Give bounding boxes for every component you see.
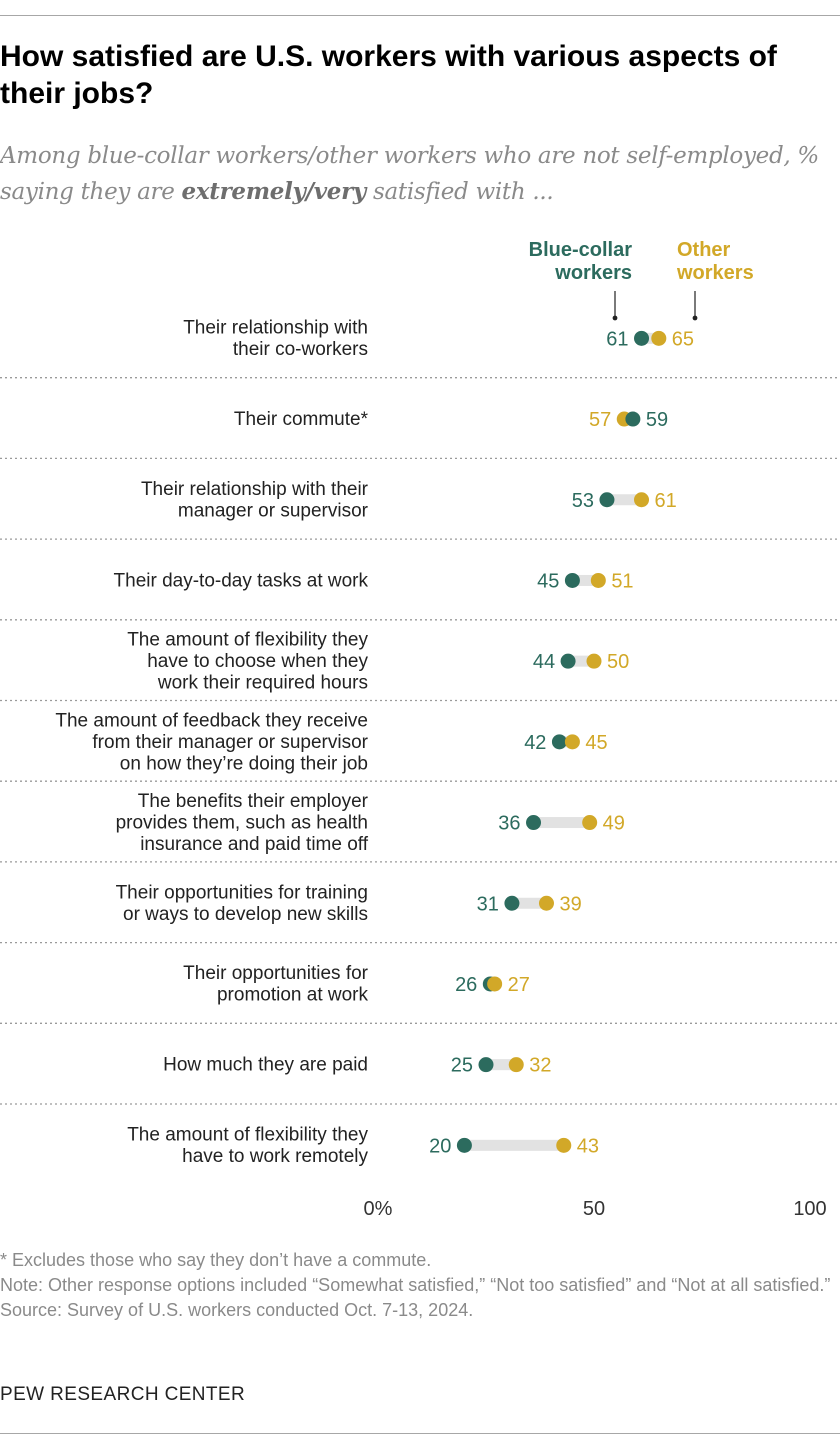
connector-bar [572, 574, 599, 586]
value-label-blue-collar: 61 [606, 328, 628, 350]
value-label-blue-collar: 25 [451, 1055, 473, 1077]
category-label: Their day-to-day tasks at work [114, 570, 369, 591]
connector-bar [486, 1059, 517, 1071]
dot-blue-collar [504, 895, 520, 911]
footnote: * Excludes those who say they don’t have… [0, 1250, 432, 1270]
dot-blue-collar [456, 1137, 472, 1153]
connector-bar [641, 332, 659, 344]
chart-notes: * Excludes those who say they don’t have… [0, 1248, 840, 1323]
chart-subtitle: Among blue-collar workers/other workers … [0, 138, 830, 210]
dot-blue-collar [634, 330, 650, 346]
category-label: on how they’re doing their job [120, 753, 368, 774]
value-label-other-workers: 39 [559, 893, 581, 915]
category-label: Their commute* [234, 409, 369, 430]
x-tick-label: 0% [364, 1198, 393, 1220]
note: Note: Other response options included “S… [0, 1275, 831, 1295]
value-label-other-workers: 61 [655, 490, 677, 512]
category-label: How much they are paid [163, 1055, 368, 1076]
category-label: Their opportunities for training [116, 883, 368, 904]
legend-other-line-2: workers [677, 262, 754, 284]
category-label: insurance and paid time off [140, 834, 369, 855]
value-label-other-workers: 51 [611, 570, 633, 592]
value-label-blue-collar: 53 [572, 490, 594, 512]
legend-other-line-1: Other [677, 239, 731, 261]
brand-label: PEW RESEARCH CENTER [0, 1384, 246, 1405]
dot-blue-collar [560, 653, 576, 669]
category-label: from their manager or supervisor [92, 732, 368, 753]
chart-title: How satisfied are U.S. workers with vari… [0, 40, 777, 110]
category-label: Their opportunities for [183, 963, 368, 984]
value-label-other-workers: 49 [603, 813, 625, 835]
legend-other-workers: Other workers [677, 239, 754, 285]
legend-blue-collar-line-1: Blue-collar [528, 239, 632, 261]
value-label-other-workers: 45 [585, 732, 607, 754]
legend-leader-dot-blue [612, 315, 618, 321]
value-label-blue-collar: 20 [429, 1135, 451, 1157]
category-label: Their relationship with their [141, 479, 369, 500]
category-label: or ways to develop new skills [123, 904, 368, 925]
value-label-other-workers: 57 [589, 409, 611, 431]
legend-leader-dot-other [692, 315, 698, 321]
dot-blue-collar [625, 411, 641, 427]
category-label: Their relationship with [183, 318, 368, 339]
dot-other-workers [586, 653, 602, 669]
value-label-blue-collar: 42 [524, 732, 546, 754]
value-label-blue-collar: 31 [477, 893, 499, 915]
connector-bar [533, 817, 590, 829]
value-label-other-workers: 43 [577, 1135, 599, 1157]
connector-bar [606, 494, 642, 506]
dot-blue-collar [551, 734, 567, 750]
category-label: The amount of feedback they receive [55, 710, 368, 731]
dot-other-workers [538, 895, 554, 911]
dot-other-workers [487, 976, 503, 992]
dot-other-workers [634, 492, 650, 508]
dot-other-workers [582, 815, 598, 831]
value-label-blue-collar: 45 [537, 570, 559, 592]
dot-other-workers [590, 572, 606, 588]
bottom-rule [0, 1433, 840, 1434]
category-label: The benefits their employer [138, 791, 369, 812]
value-label-other-workers: 32 [529, 1055, 551, 1077]
value-label-other-workers: 27 [508, 974, 530, 996]
value-label-other-workers: 65 [672, 328, 694, 350]
category-label: provides them, such as health [116, 813, 368, 834]
dot-other-workers [564, 734, 580, 750]
x-tick-label: 100 [793, 1198, 826, 1220]
dot-blue-collar [478, 1057, 494, 1073]
legend-blue-collar: Blue-collar workers [529, 239, 632, 285]
category-label: manager or supervisor [178, 501, 369, 522]
category-label: have to choose when they [147, 651, 368, 672]
connector-bar [464, 1139, 564, 1151]
dot-blue-collar [599, 492, 615, 508]
category-label: work their required hours [157, 673, 368, 694]
dot-blue-collar [564, 572, 580, 588]
dot-other-workers [651, 330, 667, 346]
dot-other-workers [556, 1137, 572, 1153]
legend-blue-collar-line-2: workers [555, 262, 632, 284]
connector-bar [511, 897, 547, 909]
dot-other-workers [508, 1057, 524, 1073]
dot-blue-collar [526, 815, 542, 831]
category-label: The amount of flexibility they [127, 1125, 368, 1146]
top-rule [0, 15, 840, 16]
subtitle-text-end: satisfied with ... [366, 179, 554, 205]
value-label-blue-collar: 26 [455, 974, 477, 996]
value-label-other-workers: 50 [607, 651, 629, 673]
subtitle-emphasis: extremely/very [181, 178, 367, 205]
source: Source: Survey of U.S. workers conducted… [0, 1300, 474, 1320]
x-tick-label: 50 [583, 1198, 605, 1220]
category-label: have to work remotely [182, 1146, 368, 1167]
category-label: The amount of flexibility they [127, 630, 368, 651]
value-label-blue-collar: 44 [533, 651, 555, 673]
connector-bar [568, 655, 594, 667]
value-label-blue-collar: 59 [646, 409, 668, 431]
category-label: their co-workers [233, 339, 368, 360]
subtitle-text-start: Among blue-collar workers/other workers … [0, 143, 819, 205]
category-label: promotion at work [217, 985, 369, 1006]
value-label-blue-collar: 36 [498, 813, 520, 835]
